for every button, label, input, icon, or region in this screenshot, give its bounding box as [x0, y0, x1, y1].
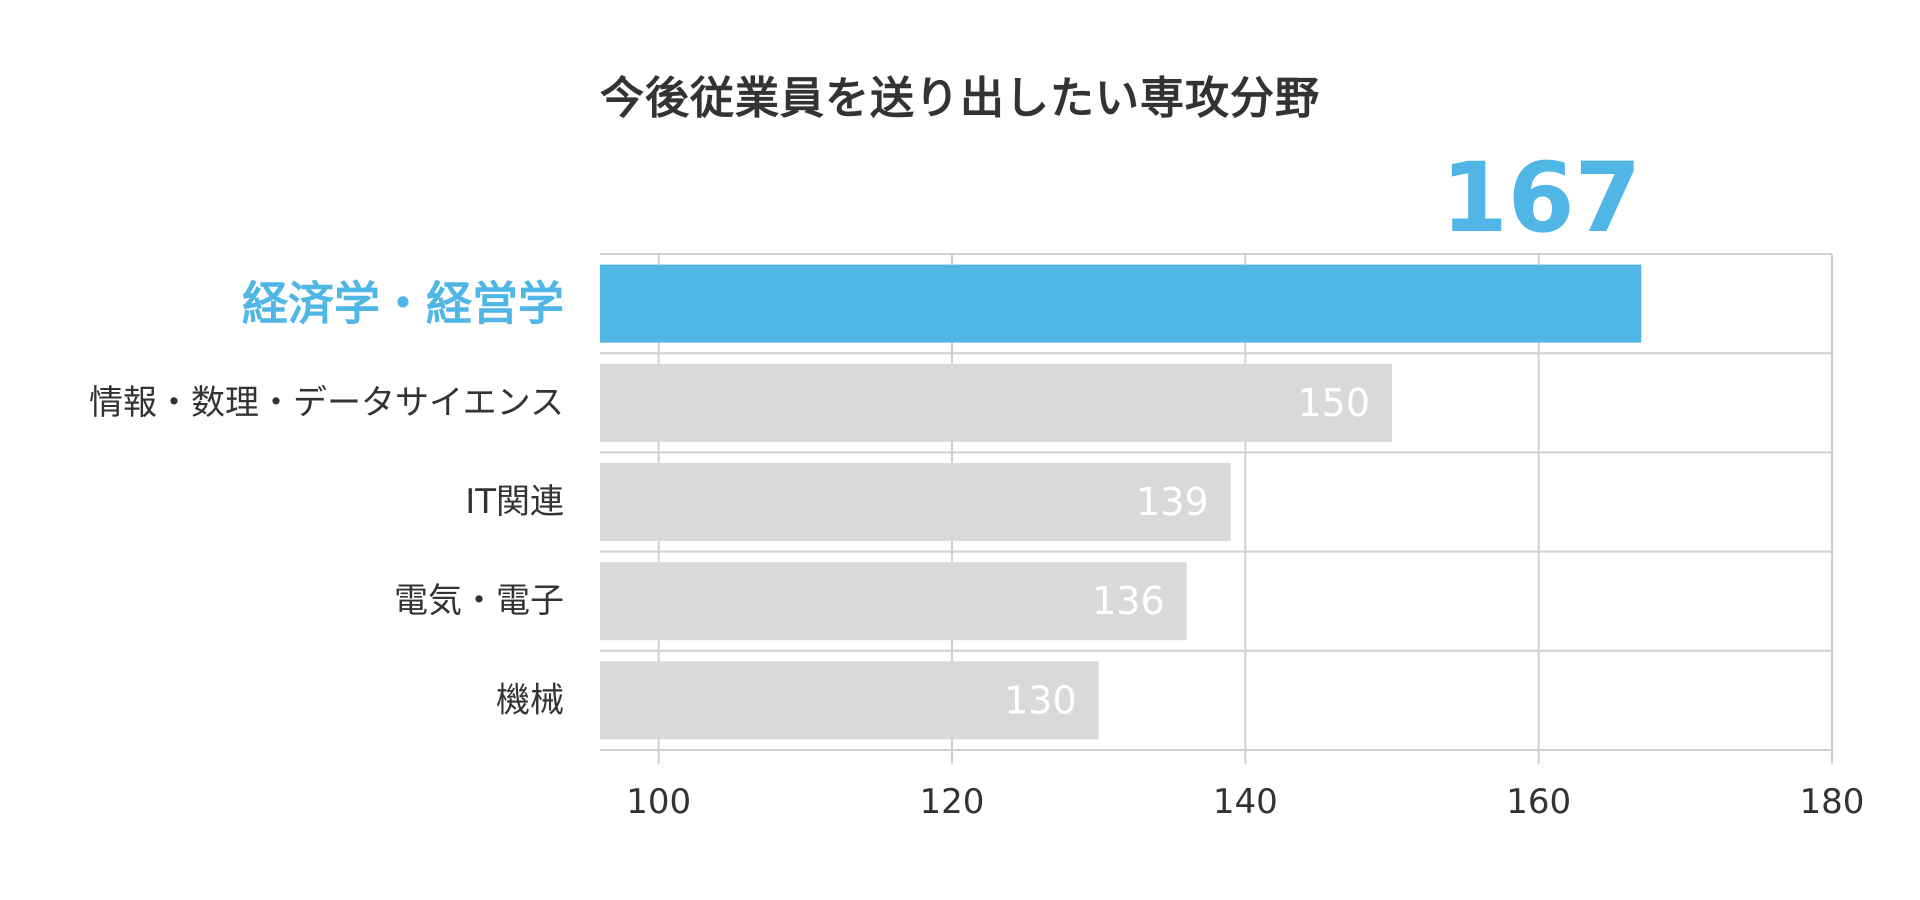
bar: [600, 264, 1642, 343]
x-tick-label: 140: [1213, 782, 1278, 822]
bar: [600, 463, 1231, 541]
category-label: 経済学・経営学: [242, 277, 564, 331]
category-label: 情報・数理・データサイエンス: [89, 383, 564, 423]
x-tick-label: 100: [626, 782, 691, 822]
data-label: 167: [1441, 142, 1641, 254]
data-label: 130: [1004, 678, 1077, 722]
category-label: 機械: [496, 680, 564, 720]
data-label: 136: [1092, 579, 1165, 623]
x-tick-label: 180: [1800, 782, 1865, 822]
category-label: IT関連: [465, 482, 564, 522]
data-label: 150: [1297, 381, 1370, 425]
bar: [600, 363, 1392, 442]
bar: [600, 562, 1187, 641]
x-tick-label: 160: [1506, 782, 1571, 822]
x-tick-label: 120: [920, 782, 985, 822]
data-label: 139: [1136, 480, 1209, 524]
category-label: 電気・電子: [394, 581, 564, 621]
chart-title: 今後従業員を送り出したい専攻分野: [600, 73, 1320, 124]
bar: [600, 661, 1099, 740]
